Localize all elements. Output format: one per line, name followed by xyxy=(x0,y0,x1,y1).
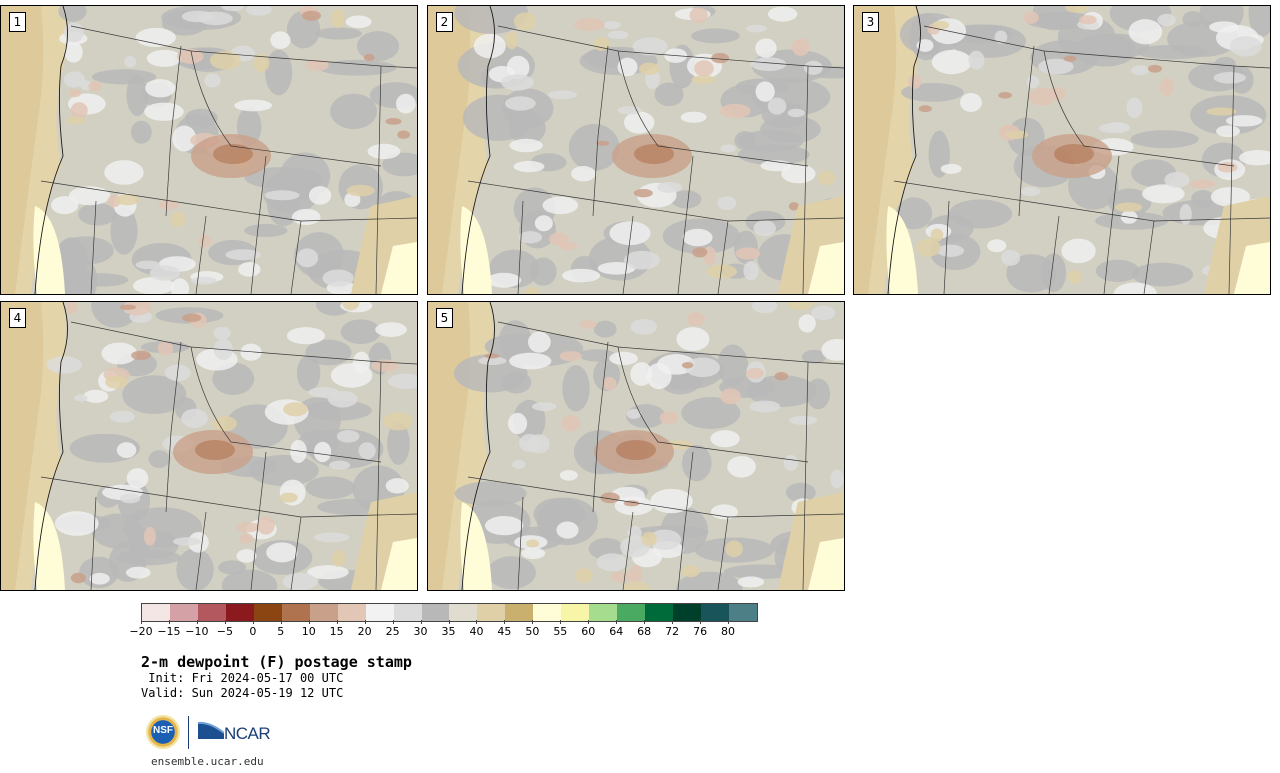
map-panel-4: 4 xyxy=(0,301,418,591)
colorbar xyxy=(141,603,758,622)
colorbar-tick-label: 15 xyxy=(329,625,344,638)
figure-title: 2-m dewpoint (F) postage stamp xyxy=(141,653,412,671)
colorbar-tick-mark xyxy=(392,620,394,624)
colorbar-cell xyxy=(337,604,366,621)
colorbar-cell xyxy=(393,604,422,621)
colorbar-cell xyxy=(281,604,310,621)
colorbar-tick-mark xyxy=(420,620,422,624)
colorbar-tick-mark xyxy=(644,620,646,624)
panel-label-4: 4 xyxy=(9,308,26,328)
colorbar-cell xyxy=(673,604,702,621)
colorbar-tick-label: −5 xyxy=(216,625,233,638)
colorbar-cell xyxy=(253,604,282,621)
colorbar-cell xyxy=(225,604,254,621)
colorbar-cell xyxy=(142,604,170,621)
dewpoint-map-2 xyxy=(428,6,844,294)
panel-label-1: 1 xyxy=(9,12,26,32)
colorbar-cell xyxy=(617,604,646,621)
colorbar-cell xyxy=(365,604,394,621)
logo-divider xyxy=(188,716,189,749)
colorbar-cell xyxy=(309,604,338,621)
colorbar-tick-mark xyxy=(560,620,562,624)
colorbar-tick-label: 30 xyxy=(413,625,428,638)
panel-label-5: 5 xyxy=(436,308,453,328)
colorbar-cell xyxy=(477,604,506,621)
panel-label-2: 2 xyxy=(436,12,453,32)
colorbar-ticks: −20 −15 −10 −5 0 5 10 15 20 25 30 35 40 45 50 55 60 64 68 7… xyxy=(129,620,756,639)
colorbar-tick-mark xyxy=(308,620,310,624)
colorbar-tick-label: 35 xyxy=(441,625,456,638)
colorbar-tick-mark xyxy=(168,620,170,624)
nsf-logo: NSF xyxy=(146,715,180,749)
dewpoint-map-3 xyxy=(854,6,1270,294)
dewpoint-map-5 xyxy=(428,302,844,590)
colorbar-tick-label: 10 xyxy=(301,625,316,638)
colorbar-tick-mark xyxy=(448,620,450,624)
colorbar-tick-label: 0 xyxy=(249,625,257,638)
colorbar-cell xyxy=(729,604,757,621)
colorbar-tick-mark xyxy=(532,620,534,624)
panel-label-3: 3 xyxy=(862,12,879,32)
colorbar-tick-mark xyxy=(336,620,338,624)
map-panel-3: 3 xyxy=(853,5,1271,295)
colorbar-tick-label: 55 xyxy=(553,625,568,638)
colorbar-tick-mark xyxy=(504,620,506,624)
colorbar-tick-label: 76 xyxy=(693,625,708,638)
colorbar-tick-mark xyxy=(252,620,254,624)
ncar-logo-text: NCAR xyxy=(224,724,271,743)
colorbar-tick-mark xyxy=(280,620,282,624)
colorbar-tick-mark xyxy=(588,620,590,624)
valid-time: Valid: Sun 2024-05-19 12 UTC xyxy=(141,686,344,700)
colorbar-cell xyxy=(561,604,590,621)
colorbar-tick-label: 68 xyxy=(637,625,652,638)
colorbar-cell xyxy=(533,604,562,621)
nsf-logo-text: NSF xyxy=(153,725,173,736)
site-url: ensemble.ucar.edu xyxy=(151,755,264,768)
map-panel-1: 1 xyxy=(0,5,418,295)
colorbar-tick-mark xyxy=(224,620,226,624)
colorbar-tick-mark xyxy=(196,620,198,624)
colorbar-cell xyxy=(421,604,450,621)
colorbar-tick-label: 64 xyxy=(609,625,624,638)
colorbar-tick-mark xyxy=(364,620,366,624)
colorbar-cell xyxy=(169,604,198,621)
dewpoint-map-1 xyxy=(1,6,417,294)
colorbar-tick-label: 60 xyxy=(581,625,596,638)
colorbar-cell xyxy=(197,604,226,621)
colorbar-cell xyxy=(449,604,478,621)
map-panel-2: 2 xyxy=(427,5,845,295)
colorbar-cell xyxy=(645,604,674,621)
colorbar-tick-label: −15 xyxy=(157,625,181,638)
colorbar-cell xyxy=(589,604,618,621)
colorbar-tick-mark xyxy=(141,620,142,624)
colorbar-tick-label: 20 xyxy=(357,625,372,638)
init-time: Init: Fri 2024-05-17 00 UTC xyxy=(141,671,344,685)
colorbar-tick-label: 50 xyxy=(525,625,540,638)
colorbar-tick-label: −10 xyxy=(185,625,209,638)
colorbar-tick-label: 40 xyxy=(469,625,484,638)
colorbar-tick-mark xyxy=(476,620,478,624)
colorbar-tick-label: 5 xyxy=(277,625,285,638)
colorbar-cell xyxy=(505,604,534,621)
map-panel-5: 5 xyxy=(427,301,845,591)
colorbar-tick-label: 72 xyxy=(665,625,680,638)
colorbar-tick-mark xyxy=(728,620,730,624)
colorbar-tick-label: 80 xyxy=(721,625,736,638)
colorbar-tick-mark xyxy=(672,620,674,624)
colorbar-tick-mark xyxy=(616,620,618,624)
colorbar-tick-label: −20 xyxy=(129,625,153,638)
colorbar-tick-mark xyxy=(700,620,702,624)
dewpoint-map-4 xyxy=(1,302,417,590)
ncar-mark-icon xyxy=(198,721,224,739)
colorbar-cell xyxy=(701,604,730,621)
colorbar-tick-label: 45 xyxy=(497,625,512,638)
colorbar-tick-label: 25 xyxy=(385,625,400,638)
